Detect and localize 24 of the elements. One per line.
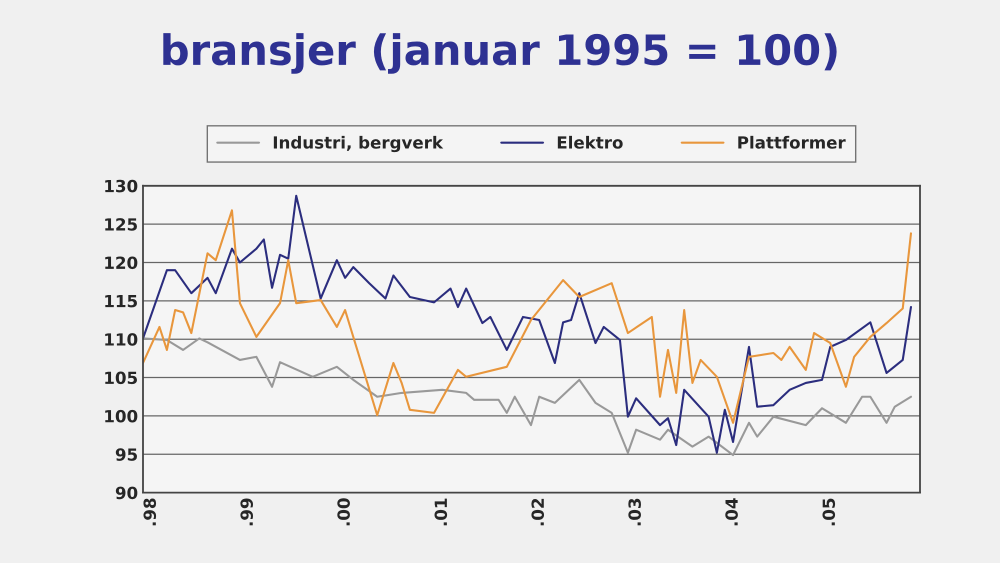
y-tick-label: 115: [105, 295, 137, 308]
x-tick-label: .01: [434, 498, 448, 526]
x-tick-label: .03: [628, 498, 641, 526]
x-tick-label: .98: [143, 498, 156, 526]
x-tick-label: .05: [822, 498, 836, 526]
legend-label: Plattformer: [738, 136, 846, 149]
legend-label: Industri, bergverk: [274, 136, 444, 152]
legend-label: Elektro: [558, 136, 623, 149]
y-tick-label: 130: [105, 180, 138, 192]
line-series: [143, 337, 912, 456]
y-tick-label: 105: [105, 372, 137, 384]
y-tick-label: 110: [105, 333, 138, 346]
y-tick-label: 120: [105, 256, 138, 270]
line-series: [143, 194, 912, 454]
chart-title: bransjer (januar 1995 = 100): [163, 33, 837, 74]
y-tick-label: 90: [116, 486, 138, 500]
x-tick-label: .00: [337, 498, 350, 526]
y-tick-label: 95: [116, 448, 137, 461]
line-series: [143, 209, 912, 424]
y-tick-label: 100: [105, 410, 138, 422]
x-tick-label: .02: [531, 498, 544, 526]
x-tick-label: .99: [240, 498, 253, 526]
x-tick-label: .04: [725, 498, 738, 526]
y-tick-label: 125: [105, 218, 137, 231]
